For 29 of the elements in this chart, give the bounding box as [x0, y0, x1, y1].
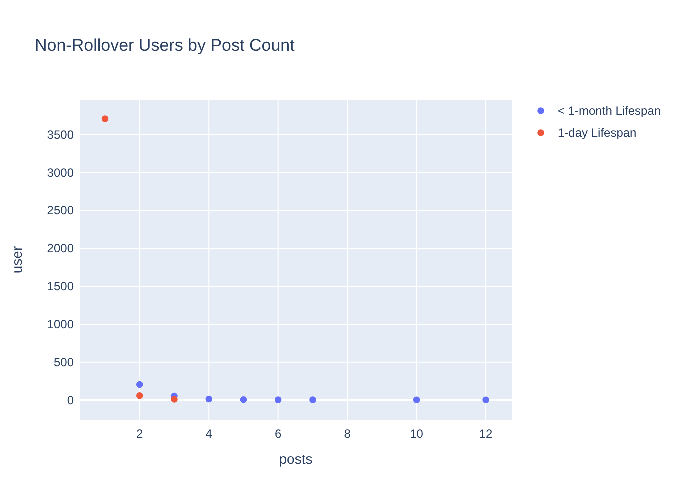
y-axis-title: user	[9, 246, 25, 274]
legend-label: < 1-month Lifespan	[558, 104, 662, 118]
y-tick-label: 500	[54, 355, 74, 370]
point	[206, 396, 212, 403]
x-tick-label: 12	[479, 427, 494, 441]
x-tick-label: 6	[275, 427, 282, 441]
x-tick-label: 2	[136, 427, 144, 441]
y-tick-label: 3500	[47, 128, 74, 142]
y-tick-label: 1000	[47, 317, 74, 332]
point	[482, 396, 490, 404]
y-tick-label: 0	[67, 393, 74, 408]
point	[102, 116, 109, 122]
point	[240, 396, 248, 404]
y-tick-label: 1500	[47, 280, 74, 294]
point	[274, 396, 282, 404]
x-axis-title: posts	[279, 451, 313, 467]
point	[413, 396, 420, 404]
y-tick-label: 3000	[47, 166, 74, 180]
y-tick-label: 2000	[47, 242, 74, 256]
point	[136, 392, 144, 400]
point	[136, 381, 144, 388]
chart-title: Non-Rollover Users by Post Count	[35, 36, 296, 55]
x-tick-label: 4	[206, 427, 213, 441]
point	[171, 396, 178, 403]
x-tick-label: 10	[410, 427, 424, 441]
x-tick-label: 8	[344, 427, 352, 441]
y-tick-label: 2500	[47, 204, 74, 218]
point	[310, 396, 316, 404]
legend-label: 1-day Lifespan	[558, 126, 637, 140]
